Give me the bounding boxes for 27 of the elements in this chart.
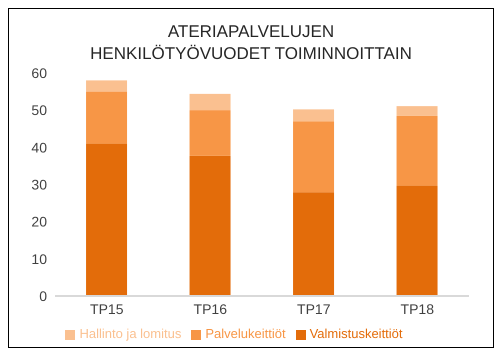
x-tick-label: TP15 xyxy=(90,300,124,317)
bar xyxy=(293,121,334,192)
y-tick-label: 40 xyxy=(31,139,48,156)
bar xyxy=(190,110,231,156)
x-tick-label: TP18 xyxy=(400,300,434,317)
y-tick-label: 0 xyxy=(39,288,48,304)
bar xyxy=(293,109,334,122)
bar xyxy=(396,186,438,296)
x-tick-label: TP17 xyxy=(297,300,331,317)
y-tick-label: 60 xyxy=(31,64,48,81)
legend-label: Valmistuskeittiöt xyxy=(310,326,403,341)
y-tick-label: 10 xyxy=(31,250,48,267)
legend-label: Hallinto ja lomitus xyxy=(79,326,182,341)
chart-title: ATERIAPALVELUJEN HENKILÖTYÖVUODET TOIMINNOITTAIN xyxy=(89,21,413,65)
bar xyxy=(396,106,438,116)
bar xyxy=(190,94,231,110)
bar xyxy=(293,192,334,296)
x-tick-label: TP16 xyxy=(194,300,228,317)
bar xyxy=(396,116,438,186)
bar xyxy=(86,144,128,296)
y-tick-label: 50 xyxy=(31,102,48,118)
legend-label: Palvelukeittiöt xyxy=(205,326,286,341)
bar xyxy=(86,80,128,92)
y-tick-label: 30 xyxy=(31,176,48,192)
bar xyxy=(86,92,128,144)
bar xyxy=(190,156,231,296)
y-tick-label: 20 xyxy=(31,214,48,230)
